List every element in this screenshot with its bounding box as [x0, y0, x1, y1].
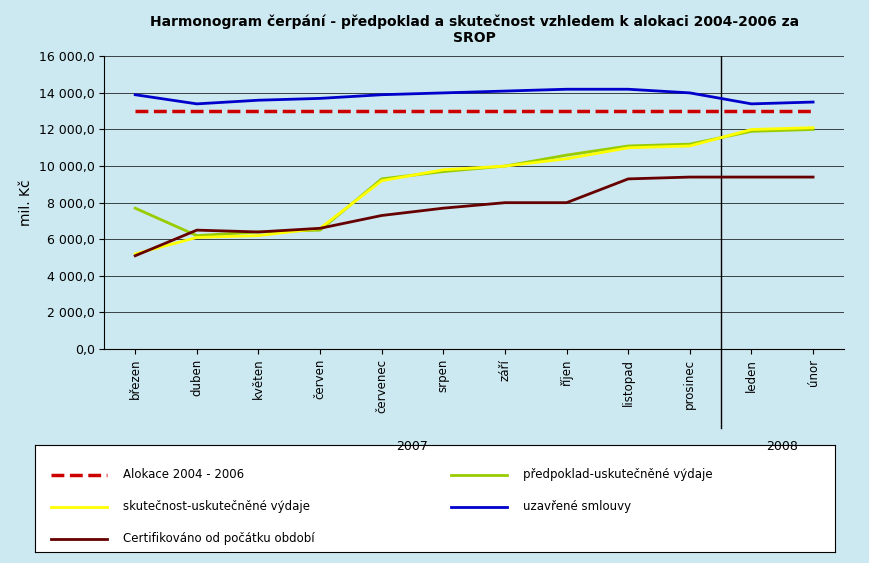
Y-axis label: mil. Kč: mil. Kč	[19, 180, 33, 226]
Text: předpoklad-uskutečněné výdaje: předpoklad-uskutečněné výdaje	[522, 468, 712, 481]
Text: skutečnost-uskutečněné výdaje: skutečnost-uskutečněné výdaje	[123, 501, 309, 513]
Text: 2008: 2008	[766, 440, 797, 453]
Text: Certifikováno od počátku období: Certifikováno od počátku období	[123, 533, 314, 546]
Text: 2007: 2007	[396, 440, 428, 453]
Text: uzavřené smlouvy: uzavřené smlouvy	[522, 501, 630, 513]
Title: Harmonogram čerpání - předpoklad a skutečnost vzhledem k alokaci 2004-2006 za
SR: Harmonogram čerpání - předpoklad a skute…	[149, 15, 798, 46]
Text: Alokace 2004 - 2006: Alokace 2004 - 2006	[123, 468, 243, 481]
